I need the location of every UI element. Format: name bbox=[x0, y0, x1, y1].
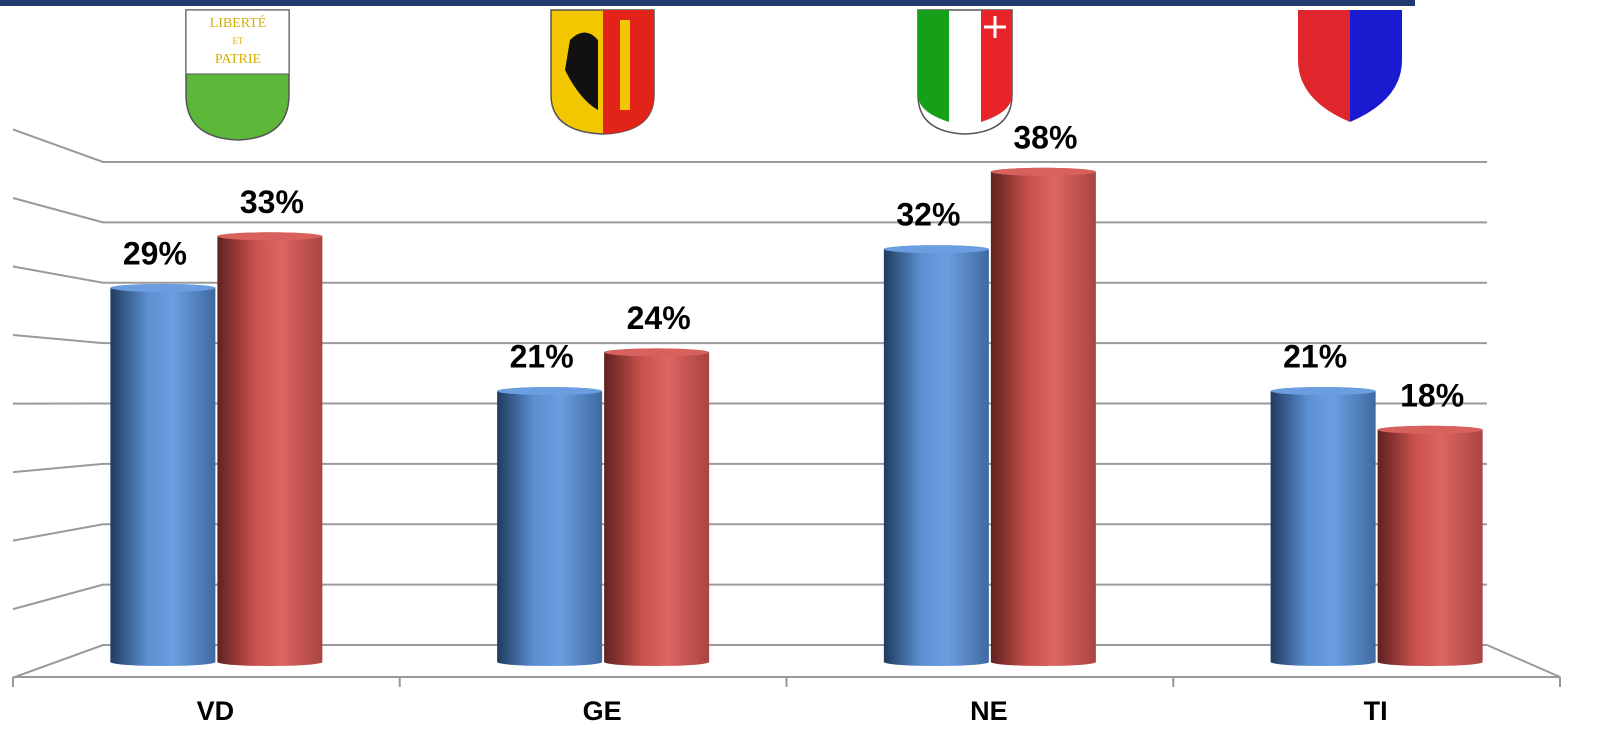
bar bbox=[1270, 387, 1376, 666]
flag-ti bbox=[1298, 10, 1402, 122]
svg-text:LIBERTÉ: LIBERTÉ bbox=[210, 14, 267, 31]
bar bbox=[110, 283, 216, 666]
bar bbox=[1377, 425, 1483, 666]
grid-line bbox=[12, 128, 1487, 163]
data-label: 32% bbox=[896, 197, 960, 233]
bar bbox=[883, 245, 989, 666]
svg-text:PATRIE: PATRIE bbox=[215, 52, 261, 67]
bar-top bbox=[1270, 387, 1376, 396]
flag-vd: LIBERTÉ ET PATRIE bbox=[185, 9, 290, 141]
bar bbox=[497, 387, 603, 666]
x-tick-label: NE bbox=[970, 696, 1008, 726]
data-label: 21% bbox=[1283, 339, 1347, 375]
bar-top bbox=[1377, 425, 1483, 434]
data-label: 38% bbox=[1013, 119, 1077, 155]
data-label: 33% bbox=[240, 184, 304, 220]
flag-ne bbox=[917, 9, 1013, 135]
data-label: 29% bbox=[123, 235, 187, 271]
data-label: 24% bbox=[627, 300, 691, 336]
bar-top bbox=[990, 167, 1096, 176]
bar bbox=[217, 232, 323, 667]
bar-top bbox=[217, 232, 323, 241]
svg-text:ET: ET bbox=[233, 36, 244, 46]
x-tick-label: GE bbox=[583, 696, 622, 726]
flag-ge bbox=[550, 9, 655, 135]
bar-top bbox=[883, 245, 989, 254]
grid bbox=[12, 128, 1561, 687]
bar bbox=[990, 167, 1096, 667]
x-tick-label: TI bbox=[1364, 696, 1388, 726]
data-label: 18% bbox=[1400, 377, 1464, 413]
x-tick-label: VD bbox=[197, 696, 235, 726]
grid-line bbox=[12, 197, 1487, 224]
bars bbox=[110, 167, 1483, 667]
data-label: 21% bbox=[510, 339, 574, 375]
bar-top bbox=[497, 387, 603, 396]
bar-top bbox=[604, 348, 710, 357]
bar bbox=[604, 348, 710, 666]
top-band bbox=[0, 0, 1415, 6]
bar-top bbox=[110, 283, 216, 292]
